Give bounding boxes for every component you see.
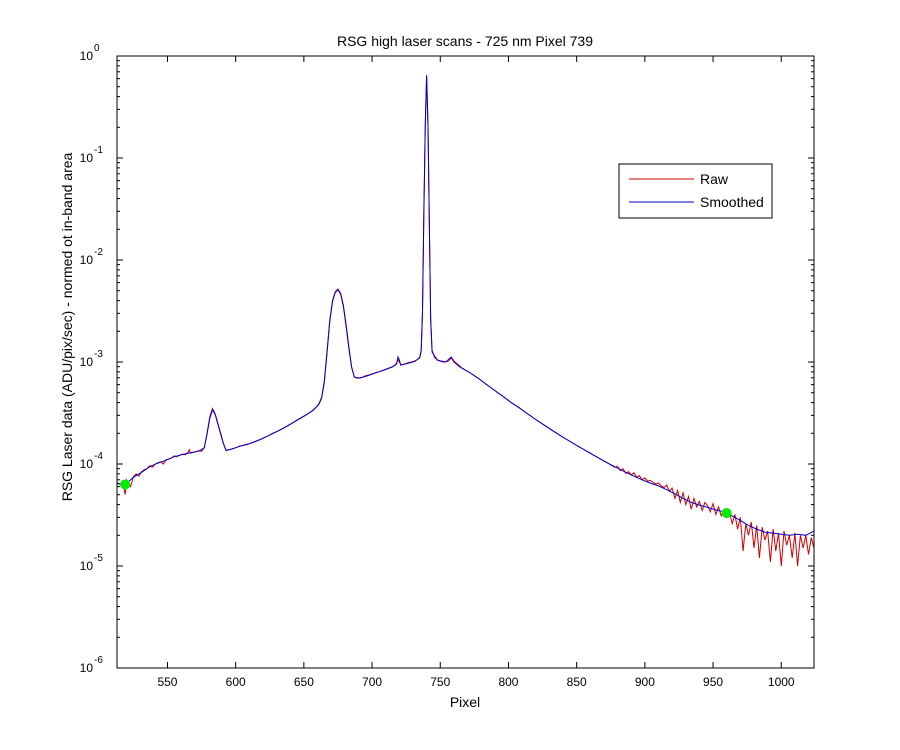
y-tick-label-exponent: -2 — [94, 247, 103, 258]
y-tick-label-exponent: -1 — [94, 145, 103, 156]
x-tick-label: 950 — [703, 675, 723, 689]
y-tick-label-base: 10 — [80, 151, 94, 165]
legend: Raw Smoothed — [618, 163, 773, 219]
marker-layer — [120, 479, 732, 519]
marker-point-2 — [721, 508, 732, 519]
y-tick-label-exponent: 0 — [94, 43, 100, 54]
legend-label-smoothed: Smoothed — [700, 194, 764, 210]
x-tick-label: 750 — [430, 675, 450, 689]
y-tick-label-exponent: -6 — [94, 655, 103, 666]
series-layer — [117, 75, 814, 567]
y-tick-label-base: 10 — [80, 49, 94, 63]
marker-point-1 — [120, 479, 131, 490]
y-tick-label-base: 10 — [80, 661, 94, 675]
x-tick-label: 700 — [362, 675, 382, 689]
series-line-smoothed — [117, 75, 814, 536]
y-axis-label: RSG Laser data (ADU/pix/sec) - normed ot… — [59, 152, 75, 501]
y-tick-label-base: 10 — [80, 457, 94, 471]
x-tick-label: 600 — [226, 675, 246, 689]
x-axis-label: Pixel — [450, 694, 480, 710]
legend-label-raw: Raw — [700, 171, 729, 187]
x-tick-label: 800 — [498, 675, 518, 689]
chart-title: RSG high laser scans - 725 nm Pixel 739 — [337, 33, 593, 49]
y-tick-label-exponent: -5 — [94, 553, 103, 564]
x-tick-label: 900 — [635, 675, 655, 689]
y-tick-label-base: 10 — [80, 559, 94, 573]
legend-box — [618, 163, 773, 219]
y-tick-label-exponent: -4 — [94, 451, 103, 462]
plot-area — [117, 56, 814, 668]
x-axis-ticks: 550 600 650 700 750 800 850 900 950 1000 — [157, 56, 795, 689]
x-tick-label: 650 — [294, 675, 314, 689]
y-tick-label-base: 10 — [80, 253, 94, 267]
y-tick-label-exponent: -3 — [94, 349, 103, 360]
x-tick-label: 550 — [157, 675, 177, 689]
x-tick-label: 1000 — [768, 675, 795, 689]
x-tick-label: 850 — [567, 675, 587, 689]
y-tick-label-base: 10 — [80, 355, 94, 369]
